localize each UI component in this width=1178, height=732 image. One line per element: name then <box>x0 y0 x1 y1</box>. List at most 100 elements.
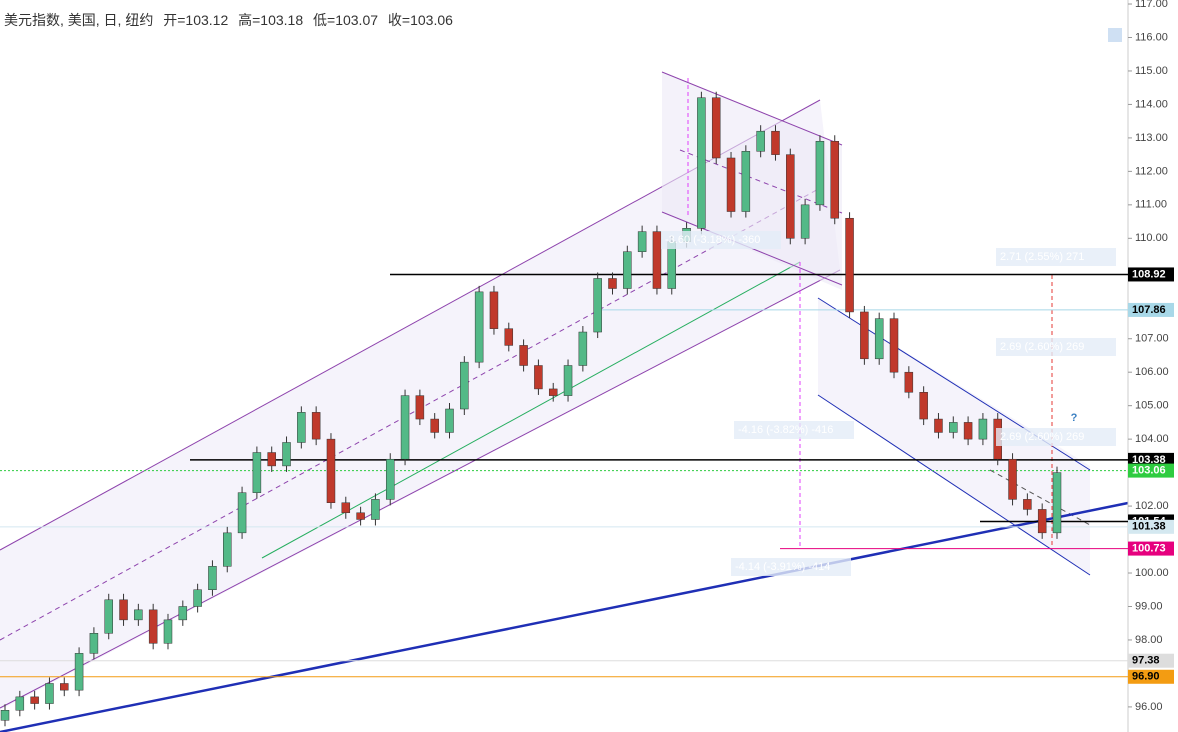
candle-body <box>1037 509 1047 534</box>
price-label-bg <box>1128 669 1174 684</box>
candle-body <box>89 633 99 654</box>
candle-body <box>845 217 854 313</box>
candle-body <box>1023 499 1032 510</box>
candle-body <box>519 345 528 366</box>
y-tick-label: 113.00 <box>1135 132 1168 144</box>
symbol-title: 美元指数, 美国, 日, 纽约 <box>4 12 154 28</box>
candle-body <box>949 422 958 433</box>
price-label-bg <box>1128 463 1174 478</box>
candle-body <box>637 231 647 252</box>
candle-body <box>356 512 365 520</box>
candle-body <box>608 278 617 289</box>
candle-body <box>726 157 736 212</box>
price-label: 107.86 <box>1132 304 1166 316</box>
price-label-bg <box>1128 452 1174 467</box>
price-label-bg <box>1128 519 1174 534</box>
candle-body <box>326 438 336 503</box>
candle-body <box>652 231 662 289</box>
candle-body <box>430 418 439 433</box>
candle-body <box>830 140 839 219</box>
candle-body <box>445 408 454 433</box>
measure-label: -4.16 (-3.82%) -416 <box>738 424 833 436</box>
candle-body <box>267 452 276 467</box>
measure-label: -3.60 (-3.18%) -360 <box>665 234 760 246</box>
candle-body <box>119 599 128 621</box>
candle-body <box>904 371 914 393</box>
candle-body <box>0 709 10 721</box>
y-tick-label: 115.00 <box>1135 65 1168 77</box>
candle-body <box>163 619 173 644</box>
candle-body <box>593 278 602 333</box>
channel-line <box>0 269 841 709</box>
down-channel-fill <box>818 298 1090 575</box>
candle-body <box>578 331 588 366</box>
candle-body <box>208 566 217 591</box>
candle-body <box>474 291 484 363</box>
candle-body <box>311 412 321 440</box>
down-channel-fill <box>662 72 842 290</box>
price-label: 97.38 <box>1132 655 1160 667</box>
price-label-bg <box>1128 302 1174 317</box>
measure-label: 2.69 (2.60%) 269 <box>1000 341 1084 353</box>
candle-body <box>104 599 113 634</box>
candle-body <box>563 365 573 396</box>
y-tick-label: 106.00 <box>1135 366 1169 378</box>
measure-label: -4.14 (-3.91%) -414 <box>735 561 830 573</box>
candle-body <box>1052 472 1062 534</box>
y-tick-label: 96.00 <box>1135 701 1163 713</box>
candle-body <box>15 696 25 711</box>
ohlc: 收=103.06 <box>387 12 453 28</box>
candle-body <box>60 683 69 691</box>
ohlc: 高=103.18 <box>238 12 304 28</box>
candle-body <box>148 609 158 644</box>
measure-box <box>996 248 1116 266</box>
candle-body <box>489 291 499 329</box>
channel-line <box>817 394 1091 576</box>
candle-body <box>623 251 632 289</box>
candle-body <box>341 502 351 514</box>
candle-body <box>889 318 899 373</box>
candle-body <box>415 395 425 420</box>
channel-mid <box>989 469 1091 526</box>
scale-button[interactable] <box>1108 28 1122 42</box>
candle-body <box>252 452 262 493</box>
candle-body <box>385 458 395 500</box>
candle-body <box>504 328 514 346</box>
y-tick-label: 99.00 <box>1135 600 1163 612</box>
price-label-bg <box>1128 267 1174 282</box>
price-label: 96.90 <box>1132 671 1160 683</box>
y-tick-label: 111.00 <box>1135 199 1167 211</box>
y-tick-label: 100.00 <box>1135 567 1169 579</box>
candle-body <box>548 388 558 396</box>
candle-body <box>193 589 202 607</box>
ohlc: 开=103.12 <box>163 12 229 28</box>
y-tick-label: 110.00 <box>1135 232 1168 244</box>
price-label-bg <box>1128 653 1174 668</box>
candle-body <box>237 492 247 534</box>
price-label: 103.06 <box>1132 465 1166 477</box>
candle-body <box>815 140 825 206</box>
price-label: 103.38 <box>1132 454 1166 466</box>
price-label: 101.38 <box>1132 521 1166 533</box>
candle-body <box>223 532 232 567</box>
candle-body <box>963 422 973 440</box>
candle-body <box>711 97 721 159</box>
measure-box <box>734 421 854 439</box>
ohlc: 低=103.07 <box>313 12 379 28</box>
measure-label: 2.69 (2.60%) 269 <box>1000 431 1084 443</box>
candle-body <box>697 97 706 229</box>
y-tick-label: 105.00 <box>1135 400 1169 412</box>
candle-body <box>1008 458 1017 500</box>
y-tick-label: 112.00 <box>1135 165 1168 177</box>
price-label: 108.92 <box>1132 268 1166 280</box>
candle-body <box>978 418 988 440</box>
y-tick-label: 116.00 <box>1135 31 1168 43</box>
candle-body <box>178 606 188 621</box>
candle-body <box>297 412 306 443</box>
candle-body <box>860 311 869 360</box>
candle-body <box>800 204 810 239</box>
candle-body <box>282 442 291 467</box>
candle-body <box>74 653 84 691</box>
